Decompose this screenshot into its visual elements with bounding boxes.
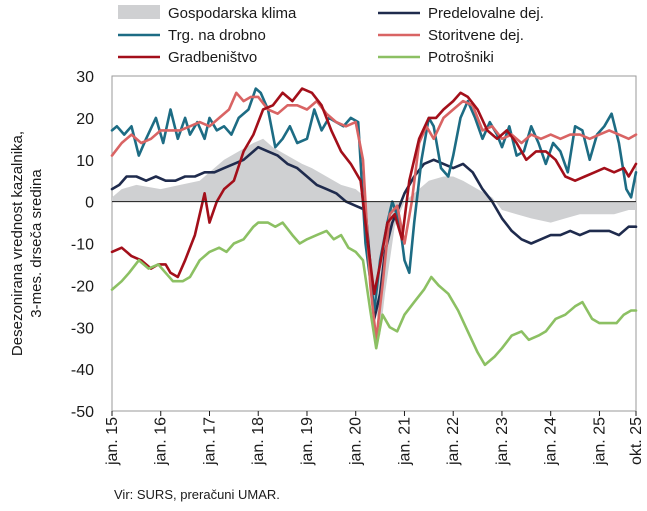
y-axis-label-line: 3-mes. drseča sredina bbox=[28, 169, 45, 318]
x-tick-label: okt. 25 bbox=[628, 417, 645, 465]
legend-label: Gradbeništvo bbox=[168, 49, 257, 66]
x-tick-label: jan. 25 bbox=[591, 417, 608, 466]
legend-label: Storitvene dej. bbox=[428, 27, 524, 44]
chart-legend: Gospodarska klima Trg. na drobno Gradbeniš… bbox=[118, 5, 544, 66]
y-tick-label: 20 bbox=[76, 111, 94, 128]
y-tick-label: 30 bbox=[76, 69, 94, 86]
x-tick-label: jan. 20 bbox=[348, 417, 365, 466]
x-tick-label: jan. 16 bbox=[153, 417, 170, 466]
series-line-4 bbox=[110, 87, 638, 296]
x-tick-label: jan. 18 bbox=[250, 417, 267, 466]
source-note: Vir: SURS, preračuni UMAR. bbox=[114, 487, 280, 502]
y-axis-label-line: Desezonirana vrednost kazalnika, bbox=[9, 131, 26, 356]
series-layer bbox=[110, 87, 638, 367]
x-axis-ticks: jan. 15 jan. 16 jan. 17 jan. 18 jan. 19 jan. … bbox=[104, 411, 645, 466]
y-axis-ticks: 30 20 10 0 -10 -20 -30 -40 -50 bbox=[71, 69, 94, 421]
legend-swatch bbox=[118, 5, 160, 19]
x-tick-label: jan. 19 bbox=[299, 417, 316, 466]
plot-frame bbox=[111, 75, 637, 412]
x-tick-label: jan. 22 bbox=[445, 417, 462, 466]
series-line-5 bbox=[110, 221, 638, 367]
legend-label: Predelovalne dej. bbox=[428, 5, 544, 22]
x-tick-label: jan. 15 bbox=[104, 417, 121, 466]
y-tick-label: 0 bbox=[85, 195, 94, 212]
legend-label: Trg. na drobno bbox=[168, 27, 266, 44]
y-tick-label: -40 bbox=[71, 362, 94, 379]
x-tick-label: jan. 21 bbox=[396, 417, 413, 466]
y-tick-label: -50 bbox=[71, 404, 94, 421]
y-tick-label: -10 bbox=[71, 237, 94, 254]
x-tick-label: jan. 24 bbox=[543, 417, 560, 466]
x-tick-label: jan. 23 bbox=[494, 417, 511, 466]
series-area-0 bbox=[112, 138, 636, 336]
legend-label: Potrošniki bbox=[428, 49, 494, 66]
legend-label: Gospodarska klima bbox=[168, 5, 297, 22]
y-tick-label: 10 bbox=[76, 153, 94, 170]
x-tick-label: jan. 17 bbox=[201, 417, 218, 466]
y-tick-label: -30 bbox=[71, 320, 94, 337]
y-axis-label: Desezonirana vrednost kazalnika, 3-mes. d… bbox=[9, 131, 45, 356]
y-tick-label: -20 bbox=[71, 278, 94, 295]
